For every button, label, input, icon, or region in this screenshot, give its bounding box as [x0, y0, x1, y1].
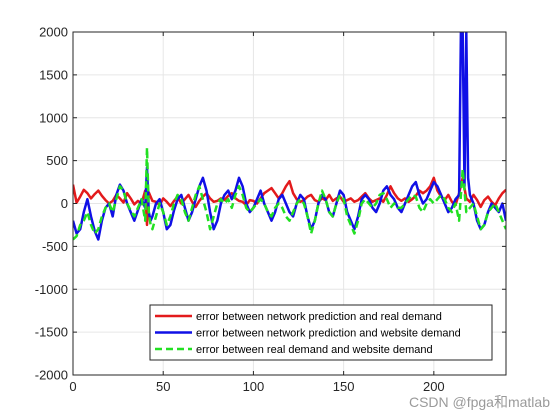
- legend: error between network prediction and rea…: [149, 304, 493, 361]
- y-tick-label: 500: [46, 153, 68, 168]
- x-tick-label: 100: [243, 379, 265, 394]
- y-tick-label: -1000: [35, 282, 68, 297]
- x-tick-label: 50: [156, 379, 170, 394]
- x-tick-label: 200: [423, 379, 445, 394]
- axis-ticks: 0 50 100 150 200 -2000 -1500 -1000 -500 0 500 1000 1…: [35, 25, 506, 394]
- legend-label: error between real demand and website de…: [196, 344, 433, 356]
- watermark-text: CSDN @fpga和matlab: [408, 394, 550, 410]
- legend-box: [149, 304, 493, 361]
- series-lines: [73, 32, 506, 241]
- y-tick-label: -2000: [35, 368, 68, 383]
- series-line-3: [73, 146, 506, 241]
- y-tick-label: 1000: [39, 110, 68, 125]
- y-tick-label: 2000: [39, 25, 68, 40]
- y-tick-label: -500: [42, 239, 68, 254]
- x-tick-label: 150: [333, 379, 355, 394]
- y-tick-label: -1500: [35, 325, 68, 340]
- series-line-1: [73, 176, 506, 227]
- legend-label: error between network prediction and web…: [196, 328, 461, 340]
- legend-label: error between network prediction and rea…: [196, 311, 442, 323]
- y-tick-label: 1500: [39, 67, 68, 82]
- x-tick-label: 0: [69, 379, 76, 394]
- y-tick-label: 0: [61, 196, 68, 211]
